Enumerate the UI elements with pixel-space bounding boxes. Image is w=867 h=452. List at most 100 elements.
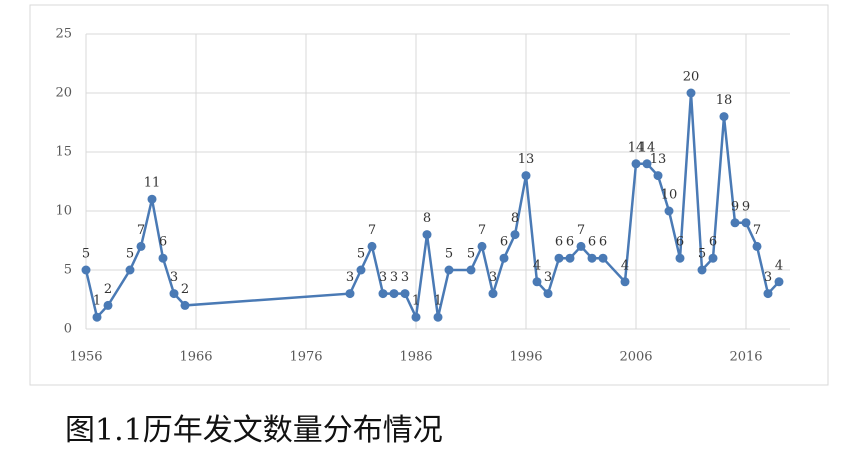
data-point (532, 277, 542, 287)
data-point (92, 312, 102, 322)
data-point (499, 253, 509, 263)
data-label: 3 (390, 270, 398, 285)
data-point (521, 171, 531, 181)
data-label: 6 (500, 235, 508, 250)
data-point (345, 289, 355, 299)
data-label: 1 (412, 294, 420, 309)
data-label: 3 (170, 270, 178, 285)
data-point (488, 289, 498, 299)
data-point (400, 289, 410, 299)
data-point (664, 206, 674, 216)
data-label: 5 (82, 247, 90, 262)
data-label: 13 (650, 152, 667, 167)
data-label: 8 (511, 211, 519, 226)
data-label: 11 (144, 176, 161, 191)
data-label: 4 (621, 258, 629, 273)
data-point (543, 289, 553, 299)
data-label: 7 (137, 223, 145, 238)
data-label: 6 (709, 235, 717, 250)
data-point (752, 241, 762, 251)
data-label: 6 (599, 235, 607, 250)
data-label: 3 (764, 270, 772, 285)
y-tick-label: 10 (55, 204, 72, 219)
data-point (598, 253, 608, 263)
data-point (653, 171, 663, 181)
data-label: 4 (533, 258, 541, 273)
data-label: 7 (368, 223, 376, 238)
data-point (642, 159, 652, 169)
data-point (147, 194, 157, 204)
data-point (554, 253, 564, 263)
data-point (763, 289, 773, 299)
data-point (477, 241, 487, 251)
data-label: 5 (445, 247, 453, 262)
data-point (103, 300, 113, 310)
data-point (697, 265, 707, 275)
x-tick-label: 1966 (179, 350, 212, 365)
x-tick-label: 1976 (289, 350, 322, 365)
y-tick-label: 0 (64, 322, 72, 337)
data-label: 20 (683, 70, 700, 85)
data-point (466, 265, 476, 275)
data-label: 6 (555, 235, 563, 250)
data-label: 7 (577, 223, 585, 238)
data-label: 3 (346, 270, 354, 285)
caption: 图1.1历年发文数量分布情况 (65, 413, 443, 448)
data-point (587, 253, 597, 263)
y-tick-label: 20 (55, 86, 72, 101)
data-label: 5 (357, 247, 365, 262)
data-point (565, 253, 575, 263)
data-point (719, 112, 729, 122)
x-tick-label: 1956 (69, 350, 102, 365)
data-label: 3 (401, 270, 409, 285)
data-point (510, 230, 520, 240)
data-label: 5 (126, 247, 134, 262)
data-point (444, 265, 454, 275)
x-tick-label: 1996 (509, 350, 542, 365)
data-point (367, 241, 377, 251)
data-point (620, 277, 630, 287)
data-point (730, 218, 740, 228)
y-tick-label: 25 (55, 27, 72, 42)
data-point (169, 289, 179, 299)
data-point (180, 300, 190, 310)
data-label: 9 (742, 199, 750, 214)
data-label: 8 (423, 211, 431, 226)
data-label: 3 (489, 270, 497, 285)
data-label: 3 (544, 270, 552, 285)
data-label: 10 (661, 188, 678, 203)
x-tick-label: 2016 (729, 350, 762, 365)
data-label: 3 (379, 270, 387, 285)
y-tick-label: 5 (64, 263, 72, 278)
data-label: 6 (676, 235, 684, 250)
data-point (136, 241, 146, 251)
data-point (686, 88, 696, 98)
x-tick-label: 2006 (619, 350, 652, 365)
data-label: 2 (181, 282, 189, 297)
y-tick-label: 15 (55, 145, 72, 160)
data-point (389, 289, 399, 299)
data-point (378, 289, 388, 299)
data-point (576, 241, 586, 251)
data-label: 18 (716, 93, 733, 108)
data-point (422, 230, 432, 240)
data-label: 6 (588, 235, 596, 250)
data-point (411, 312, 421, 322)
data-label: 5 (467, 247, 475, 262)
data-point (631, 159, 641, 169)
data-point (675, 253, 685, 263)
data-label: 5 (698, 247, 706, 262)
data-point (708, 253, 718, 263)
data-label: 2 (104, 282, 112, 297)
x-tick-label: 1986 (399, 350, 432, 365)
data-label: 1 (434, 294, 442, 309)
data-point (158, 253, 168, 263)
data-point (356, 265, 366, 275)
data-label: 7 (478, 223, 486, 238)
data-label: 6 (159, 235, 167, 250)
data-point (741, 218, 751, 228)
data-label: 14 (639, 140, 656, 155)
data-label: 14 (628, 140, 645, 155)
data-label: 7 (753, 223, 761, 238)
